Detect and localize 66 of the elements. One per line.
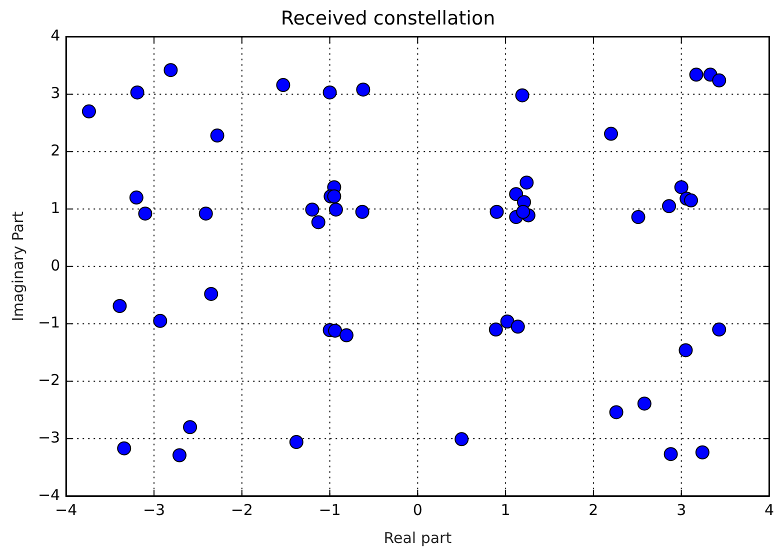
y-tick-label: −4 [38,486,60,504]
y-tick-label: −3 [38,428,60,446]
point [684,193,698,208]
point [689,68,704,82]
point [516,204,530,219]
point [130,85,144,100]
point [695,445,710,460]
x-tick-label: −3 [142,500,166,519]
y-tick-label: 3 [50,84,60,102]
point [678,343,693,358]
x-axis-title: Real part [384,528,452,547]
point [631,210,646,224]
point [664,447,678,462]
point [112,299,127,314]
point [339,328,354,342]
point [490,204,504,219]
x-tick-label: 2 [588,500,598,519]
point [289,435,304,450]
point [488,322,503,337]
y-tick-label: −2 [38,371,60,390]
point [510,320,525,334]
point [311,215,326,230]
point [138,206,152,221]
point [204,286,218,301]
point [712,73,726,88]
x-tick-label: 1 [500,500,510,519]
x-tick-label: 3 [676,500,686,519]
point [328,202,343,217]
point [153,314,168,328]
y-tick-label: 1 [50,198,60,217]
x-tick-label: −2 [230,500,253,519]
x-tick-label: 4 [764,500,774,519]
point [129,190,144,205]
x-tick-label: −1 [318,500,341,519]
point [609,405,624,420]
point [637,396,652,411]
y-tick-label: 0 [50,256,60,274]
y-tick-label: 2 [50,141,60,160]
point [117,441,132,456]
point [604,126,618,141]
point [515,88,530,102]
chart-title: Received constellation [280,7,496,30]
point [172,448,186,462]
point [305,202,320,217]
point [500,314,514,329]
point [662,199,676,214]
point [454,432,469,446]
point [183,420,198,434]
y-tick-label: −1 [38,314,60,332]
point [164,63,178,78]
point [674,180,688,194]
point [509,187,524,202]
point [520,176,534,190]
point [327,189,342,204]
y-tick-label: 4 [50,26,60,45]
point [712,322,726,337]
y-axis-title: Imaginary Part [8,211,27,322]
point [356,82,370,97]
point [328,324,342,338]
point [198,206,213,221]
point [355,204,370,219]
point [276,78,290,92]
point [82,104,96,118]
point [210,128,224,143]
point [322,85,337,100]
x-tick-label: 0 [412,500,422,519]
